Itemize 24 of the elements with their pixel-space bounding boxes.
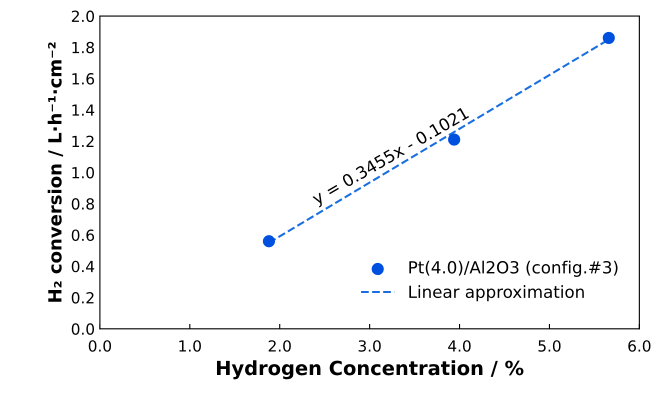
x-tick-label: 0.0 xyxy=(88,340,112,352)
y-tick-label: 1.0 xyxy=(72,166,94,178)
y-tick-label: 1.6 xyxy=(72,73,94,85)
x-tick-label: 5.0 xyxy=(538,340,561,352)
y-tick-label: 2.0 xyxy=(72,10,94,22)
x-tick-label: 6.0 xyxy=(628,340,650,352)
point xyxy=(602,32,615,44)
y-tick-label: 0.8 xyxy=(72,198,94,210)
y-tick-label: 0.2 xyxy=(72,292,94,304)
y-tick-label: 1.4 xyxy=(72,104,94,116)
y-tick-label: 0.4 xyxy=(72,260,94,272)
y-tick-label: 0.6 xyxy=(72,229,94,242)
x-tick-label: 2.0 xyxy=(268,340,291,352)
legend-label: Pt(4.0)/Al2O3 (config.#3) xyxy=(409,260,618,277)
point xyxy=(262,235,276,248)
x-axis-title: Hydrogen Concentration / % xyxy=(216,360,524,380)
y-tick-label: 1.2 xyxy=(72,136,94,147)
x-tick-label: 4.0 xyxy=(448,340,471,352)
y-axis-title: H₂ conversion / L·h⁻¹·cm⁻² xyxy=(48,42,64,302)
x-tick-label: 3.0 xyxy=(358,340,381,352)
legend-label: Linear approximation xyxy=(409,285,584,302)
y-tick-label: 0.0 xyxy=(72,323,94,335)
x-tick-label: 1.0 xyxy=(179,340,201,352)
y-tick-label: 1.8 xyxy=(72,42,94,54)
